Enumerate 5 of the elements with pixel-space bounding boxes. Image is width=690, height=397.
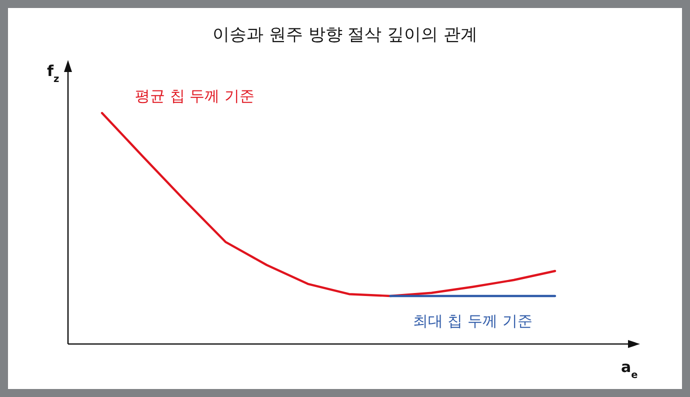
series-label: 평균 칩 두께 기준: [135, 87, 254, 105]
x-axis-title: a$_{e}$: [621, 358, 638, 380]
y-axis-title: f$_{z}$: [47, 62, 60, 84]
series-label: 최대 칩 두께 기준: [412, 312, 532, 330]
chart-title: 이송과 원주 방향 절삭 깊이의 관계: [212, 25, 478, 45]
